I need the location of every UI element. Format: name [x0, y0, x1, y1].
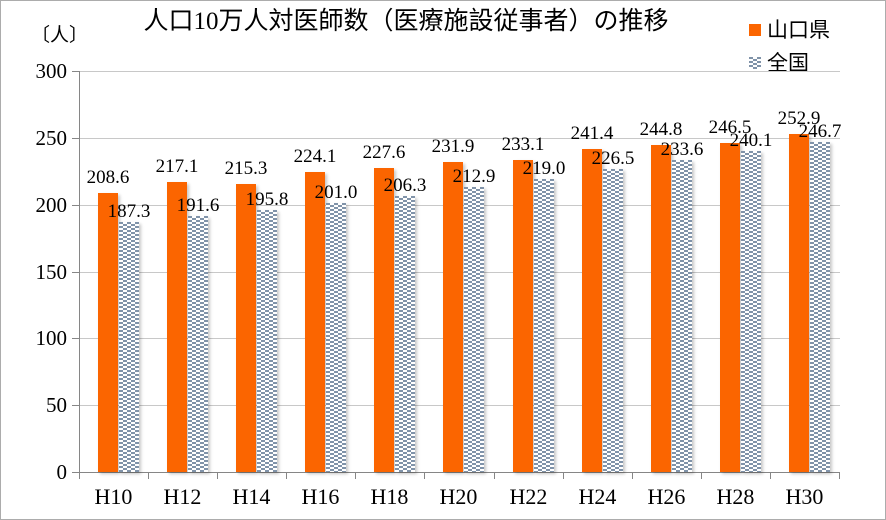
x-axis-category-label-H18: H18: [370, 484, 409, 509]
value-label-山口県-H24: 241.4: [570, 123, 614, 145]
bar-全国-H20: [464, 187, 484, 472]
x-axis-tick: [286, 473, 287, 479]
x-axis-tick: [563, 473, 564, 479]
x-axis-line: [79, 472, 840, 473]
legend-swatch-yamaguchi-icon: [749, 24, 761, 36]
bar-山口県-H12: [167, 181, 187, 472]
x-axis-category-label-H28: H28: [716, 484, 755, 509]
gridline-300: [79, 71, 840, 72]
x-axis-category-label-H10: H10: [94, 484, 133, 509]
chart-title: 人口10万人対医師数（医療施設従事者）の推移: [143, 8, 669, 35]
bar-全国-H28: [741, 151, 761, 472]
value-label-全国-H20: 212.9: [452, 166, 496, 188]
value-label-全国-H16: 201.0: [314, 182, 358, 204]
legend-item-yamaguchi: 山口県: [749, 17, 830, 43]
bar-全国-H10: [119, 221, 139, 472]
legend: 山口県 全国: [749, 17, 830, 76]
bar-全国-H18: [395, 196, 415, 472]
y-axis-line: [79, 71, 80, 472]
x-axis-tick: [839, 473, 840, 479]
x-axis-tick: [632, 473, 633, 479]
bar-山口県-H10: [98, 193, 118, 472]
value-label-全国-H26: 233.6: [660, 138, 704, 160]
y-axis-label: 300: [35, 59, 68, 83]
x-axis-category-label-H14: H14: [232, 484, 271, 509]
legend-label-yamaguchi: 山口県: [767, 18, 830, 42]
value-label-全国-H10: 187.3: [107, 200, 151, 222]
x-axis-category-label-H16: H16: [301, 484, 340, 509]
x-axis-tick: [217, 473, 218, 479]
y-axis-tick: [72, 338, 79, 339]
x-axis-tick: [701, 473, 702, 479]
y-axis-tick: [72, 205, 79, 206]
x-axis-tick: [424, 473, 425, 479]
x-axis-category-label-H22: H22: [509, 484, 548, 509]
x-axis-tick: [770, 473, 771, 479]
x-axis-category-label-H30: H30: [785, 484, 824, 509]
bar-山口県-H24: [582, 149, 602, 472]
value-label-山口県-H22: 233.1: [501, 134, 545, 156]
bar-全国-H14: [257, 210, 277, 472]
y-axis-tick: [72, 71, 79, 72]
gridline-250: [79, 138, 840, 139]
y-axis-label: 100: [35, 326, 68, 350]
value-label-山口県-H26: 244.8: [639, 118, 683, 140]
y-axis-label: 250: [35, 126, 68, 150]
bar-山口県-H26: [651, 144, 671, 472]
x-axis-category-label-H24: H24: [578, 484, 617, 509]
x-axis-tick: [355, 473, 356, 479]
legend-swatch-zenkoku-icon: [749, 57, 761, 69]
value-label-山口県-H18: 227.6: [362, 141, 406, 163]
x-axis-tick: [79, 473, 80, 479]
value-label-全国-H28: 240.1: [729, 130, 773, 152]
x-axis-category-label-H20: H20: [439, 484, 478, 509]
bar-全国-H24: [603, 169, 623, 472]
value-label-全国-H24: 226.5: [591, 148, 635, 170]
y-axis-label: 150: [35, 260, 68, 284]
bar-山口県-H20: [443, 162, 463, 472]
bar-山口県-H16: [305, 172, 325, 472]
bar-全国-H30: [810, 142, 830, 472]
bar-山口県-H28: [720, 142, 740, 472]
value-label-山口県-H20: 231.9: [431, 136, 475, 158]
value-label-山口県-H28: 246.5: [708, 116, 752, 138]
y-axis-tick: [72, 405, 79, 406]
legend-item-zenkoku: 全国: [749, 50, 830, 76]
x-axis-tick: [148, 473, 149, 479]
y-axis-tick: [72, 138, 79, 139]
y-axis-tick: [72, 272, 79, 273]
value-label-山口県-H10: 208.6: [86, 167, 130, 189]
bar-全国-H12: [188, 215, 208, 472]
y-axis-label: 0: [56, 460, 68, 484]
value-label-山口県-H12: 217.1: [155, 155, 199, 177]
value-label-山口県-H30: 252.9: [777, 107, 821, 129]
bar-全国-H22: [534, 179, 554, 472]
value-label-全国-H14: 195.8: [245, 189, 289, 211]
bar-山口県-H22: [513, 160, 533, 472]
y-axis-label: 50: [46, 393, 67, 417]
x-axis-category-label-H26: H26: [647, 484, 686, 509]
bar-山口県-H18: [374, 167, 394, 472]
x-axis-category-label-H12: H12: [163, 484, 202, 509]
value-label-全国-H18: 206.3: [383, 175, 427, 197]
y-axis-tick: [72, 472, 79, 473]
bar-全国-H26: [672, 159, 692, 472]
value-label-山口県-H16: 224.1: [293, 146, 337, 168]
value-label-全国-H30: 246.7: [798, 121, 842, 143]
value-label-全国-H22: 219.0: [522, 158, 566, 180]
value-label-山口県-H14: 215.3: [224, 158, 268, 180]
legend-label-zenkoku: 全国: [767, 51, 809, 75]
bar-全国-H16: [326, 203, 346, 472]
y-axis-unit-label: 〔人〕: [31, 25, 89, 46]
bar-山口県-H30: [789, 133, 809, 472]
y-axis-label: 200: [35, 193, 68, 217]
value-label-全国-H12: 191.6: [176, 194, 220, 216]
bar-山口県-H14: [236, 184, 256, 472]
x-axis-tick: [494, 473, 495, 479]
